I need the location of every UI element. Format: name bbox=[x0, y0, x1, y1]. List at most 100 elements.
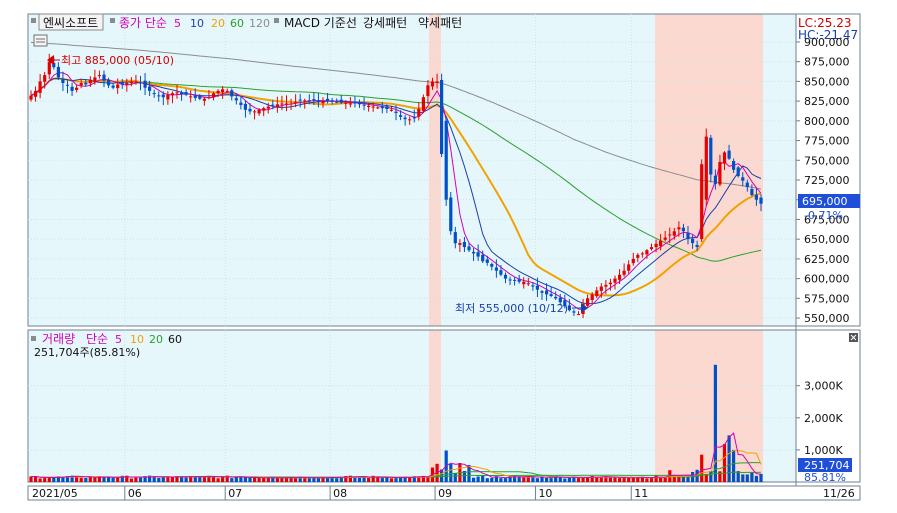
volume-bar bbox=[75, 475, 79, 482]
candle-body bbox=[307, 100, 311, 102]
volume-ma-label: 단순 bbox=[86, 332, 108, 346]
volume-bar bbox=[189, 476, 193, 482]
volume-bar bbox=[275, 478, 279, 482]
volume-bar bbox=[503, 478, 508, 482]
current-price: 695,000 bbox=[802, 195, 848, 208]
date-axis: 2021/05 06 07 08 09 10 11 11/26 bbox=[32, 486, 855, 500]
ma-toggle-icon[interactable] bbox=[110, 18, 115, 23]
candle-body bbox=[70, 86, 74, 91]
date-label: 08 bbox=[333, 487, 347, 500]
volume-bar bbox=[595, 476, 599, 482]
volume-bar bbox=[659, 477, 663, 482]
volume-ma-60: 60 bbox=[168, 333, 182, 346]
candle-body bbox=[271, 104, 275, 106]
chart-settings-icon[interactable] bbox=[33, 34, 48, 47]
volume-bar bbox=[672, 476, 676, 482]
high-annotation: 최고 885,000 (05/10) bbox=[47, 54, 174, 67]
candle-body bbox=[453, 232, 457, 244]
volume-bar bbox=[348, 475, 352, 482]
volume-bar bbox=[663, 477, 667, 482]
volume-bar bbox=[604, 476, 608, 482]
volume-bar bbox=[576, 478, 581, 482]
candle-body bbox=[449, 197, 453, 232]
candle-body bbox=[161, 94, 165, 98]
candle-body bbox=[440, 80, 444, 154]
candle-body bbox=[444, 120, 448, 200]
volume-bar bbox=[253, 477, 257, 482]
candle-body bbox=[97, 75, 101, 77]
candle-body bbox=[175, 92, 179, 94]
volume-bar bbox=[344, 476, 348, 482]
stock-name-box[interactable] bbox=[38, 13, 104, 31]
candle-body bbox=[316, 100, 320, 102]
volume-axis: 3,000K 2,000K 1,000K bbox=[796, 380, 843, 457]
candle-body bbox=[659, 240, 663, 247]
volume-bar bbox=[34, 476, 38, 482]
candle-body bbox=[741, 177, 745, 181]
volume-bar bbox=[522, 477, 526, 482]
volume-bar bbox=[79, 477, 83, 482]
candle-body bbox=[640, 253, 644, 255]
volume-bar bbox=[618, 478, 622, 482]
volume-bar bbox=[243, 477, 247, 482]
volume-bar bbox=[736, 471, 740, 482]
volume-bar bbox=[631, 477, 635, 482]
volume-bar bbox=[84, 478, 88, 482]
candle-body bbox=[531, 285, 535, 287]
volume-bar bbox=[175, 476, 179, 482]
price-tick-label: 900,000 bbox=[804, 36, 850, 49]
candle-body bbox=[462, 242, 466, 248]
candle-body bbox=[435, 81, 439, 83]
volume-bar bbox=[385, 477, 389, 482]
volume-bar bbox=[376, 476, 380, 482]
price-tick-label: 825,000 bbox=[804, 95, 850, 108]
volume-bar bbox=[513, 476, 517, 482]
volume-bar bbox=[449, 464, 453, 482]
volume-bar bbox=[221, 476, 225, 482]
macd-baseline-label: MACD 기준선 bbox=[284, 16, 357, 30]
candle-body bbox=[339, 99, 343, 103]
candle-body bbox=[604, 284, 608, 287]
candle-body bbox=[29, 95, 33, 100]
candle-body bbox=[47, 61, 51, 75]
volume-bar bbox=[339, 476, 343, 482]
candle-body bbox=[230, 90, 234, 97]
candle-body bbox=[79, 83, 83, 86]
candle-body bbox=[622, 270, 626, 275]
macd-toggle-icon[interactable] bbox=[274, 18, 279, 23]
candle-body bbox=[202, 98, 206, 101]
candle-body bbox=[558, 297, 562, 303]
candle-body bbox=[344, 102, 348, 104]
candle-body bbox=[143, 80, 147, 88]
candle-body bbox=[722, 152, 727, 164]
candle-body bbox=[668, 234, 672, 236]
candle-body bbox=[107, 79, 111, 86]
candle-body bbox=[636, 254, 640, 258]
candle-body bbox=[257, 109, 261, 114]
volume-bar bbox=[266, 478, 270, 482]
candle-body bbox=[289, 103, 293, 105]
volume-bar bbox=[353, 477, 357, 482]
volume-bar bbox=[29, 476, 33, 482]
volume-bar bbox=[476, 476, 480, 482]
price-tick-label: 575,000 bbox=[804, 292, 850, 305]
pattern-zone-2-volume bbox=[655, 330, 763, 482]
legend-toggle-icon[interactable] bbox=[31, 18, 36, 23]
candle-body bbox=[686, 232, 690, 240]
candle-body bbox=[677, 227, 681, 230]
volume-bar bbox=[399, 476, 403, 482]
volume-bar bbox=[681, 476, 685, 482]
candle-body bbox=[704, 136, 708, 200]
candle-body bbox=[353, 101, 357, 104]
volume-bar bbox=[394, 478, 398, 482]
volume-bar bbox=[180, 476, 184, 482]
candle-body bbox=[385, 106, 389, 109]
volume-toggle-icon[interactable] bbox=[31, 336, 36, 341]
volume-bar bbox=[316, 478, 320, 482]
current-price-box bbox=[798, 194, 860, 208]
candle-body bbox=[125, 83, 129, 85]
candle-body bbox=[576, 314, 581, 316]
volume-bar bbox=[102, 477, 106, 482]
candle-body bbox=[148, 86, 152, 91]
candlesticks bbox=[29, 53, 763, 319]
